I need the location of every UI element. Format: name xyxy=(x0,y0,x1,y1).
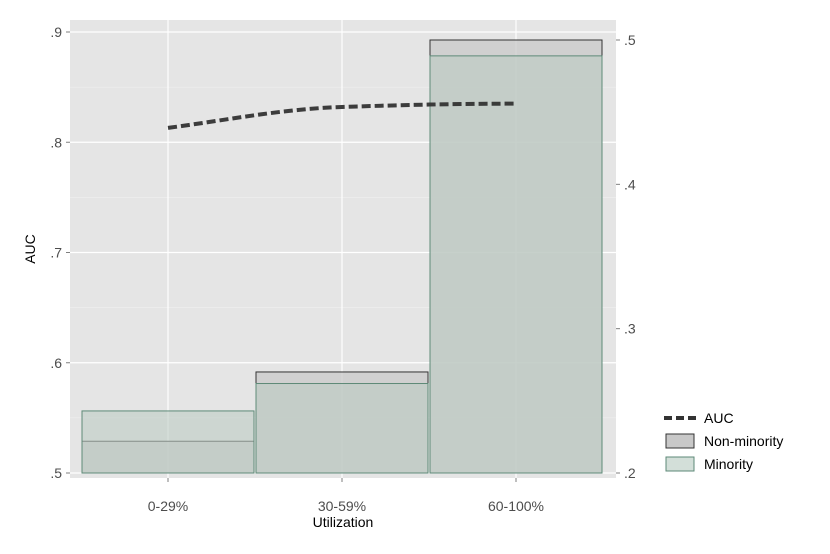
x-axis-title: Utilization xyxy=(313,514,374,530)
auc-line xyxy=(167,101,517,130)
left-tick-label-0: .5 xyxy=(50,465,62,481)
legend-label-minority: Minority xyxy=(704,456,753,472)
bar-minority-1 xyxy=(255,383,429,474)
left-tick-label-2: .7 xyxy=(50,245,62,261)
legend: AUC Non-minority Minority xyxy=(664,410,783,472)
bars xyxy=(81,39,603,474)
legend-key-non-minority xyxy=(665,433,695,449)
x-tick-label-1: 30-59% xyxy=(318,498,366,514)
right-tick-label-3: .5 xyxy=(624,32,636,48)
legend-label-auc: AUC xyxy=(704,410,734,426)
left-tick-label-3: .8 xyxy=(50,134,62,150)
right-tick-label-2: .4 xyxy=(624,176,636,192)
legend-key-minority xyxy=(665,456,695,472)
tick-labels: .5 .6 .7 .8 .9 .2 .3 .4 .5 0-29% 30-59% 60-100% xyxy=(50,24,636,514)
right-tick-label-0: .2 xyxy=(624,465,636,481)
right-tick-label-1: .3 xyxy=(624,321,636,337)
x-tick-label-2: 60-100% xyxy=(488,498,544,514)
bar-minority-0 xyxy=(81,410,255,474)
x-tick-label-0: 0-29% xyxy=(148,498,188,514)
left-tick-label-4: .9 xyxy=(50,24,62,40)
legend-label-non-minority: Non-minority xyxy=(704,433,783,449)
left-tick-label-1: .6 xyxy=(50,355,62,371)
y-axis-title: AUC xyxy=(22,234,38,264)
auc-line-layer xyxy=(167,101,517,130)
bar-minority-2 xyxy=(429,55,603,474)
